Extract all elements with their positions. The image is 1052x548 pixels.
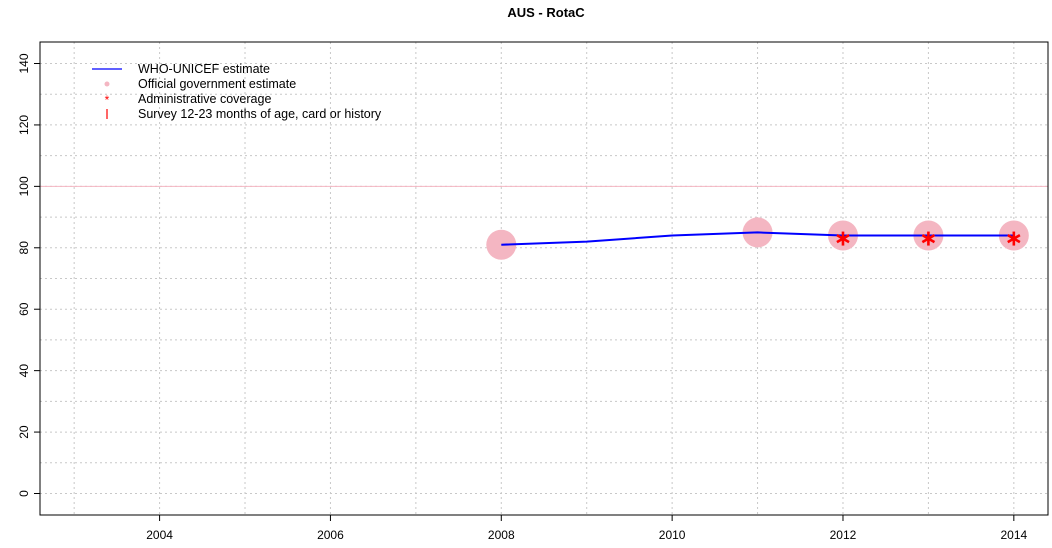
- x-tick-label: 2008: [488, 528, 515, 542]
- x-tick-label: 2012: [830, 528, 857, 542]
- asterisk-stroke: [836, 233, 850, 244]
- x-tick-label: 2004: [146, 528, 173, 542]
- asterisk-stroke: [1007, 233, 1021, 244]
- legend-asterisk-symbol: *: [105, 93, 110, 107]
- legend-circle-symbol: [104, 81, 110, 87]
- legend-label: Official government estimate: [138, 77, 296, 91]
- y-tick-label: 140: [17, 53, 31, 73]
- y-tick-label: 80: [17, 241, 31, 255]
- chart-title: AUS - RotaC: [507, 5, 585, 20]
- y-tick-label: 120: [17, 115, 31, 135]
- legend-label: Administrative coverage: [138, 92, 271, 106]
- asterisk-stroke: [921, 233, 936, 244]
- y-tick-label: 20: [17, 425, 31, 439]
- x-tick-label: 2014: [1000, 528, 1027, 542]
- admin-coverage-point: [921, 231, 936, 246]
- admin-coverage-point: [1007, 231, 1021, 246]
- y-tick-label: 100: [17, 176, 31, 196]
- admin-coverage-point: [836, 231, 850, 246]
- x-tick-label: 2010: [659, 528, 686, 542]
- series-group: [486, 217, 1029, 260]
- y-tick-label: 0: [17, 490, 31, 497]
- axes: 2004 2006 2008 2010 2012 2014 0 20 40 60 80 100 120 1…: [17, 53, 1028, 542]
- grid: [40, 42, 1048, 515]
- y-tick-label: 40: [17, 364, 31, 378]
- legend-label: WHO-UNICEF estimate: [138, 62, 270, 76]
- legend-label: Survey 12-23 months of age, card or hist…: [138, 107, 382, 121]
- gov-estimate-point: [486, 229, 517, 260]
- y-tick-label: 60: [17, 302, 31, 316]
- plot-frame: [39, 41, 1049, 516]
- x-tick-label: 2006: [317, 528, 344, 542]
